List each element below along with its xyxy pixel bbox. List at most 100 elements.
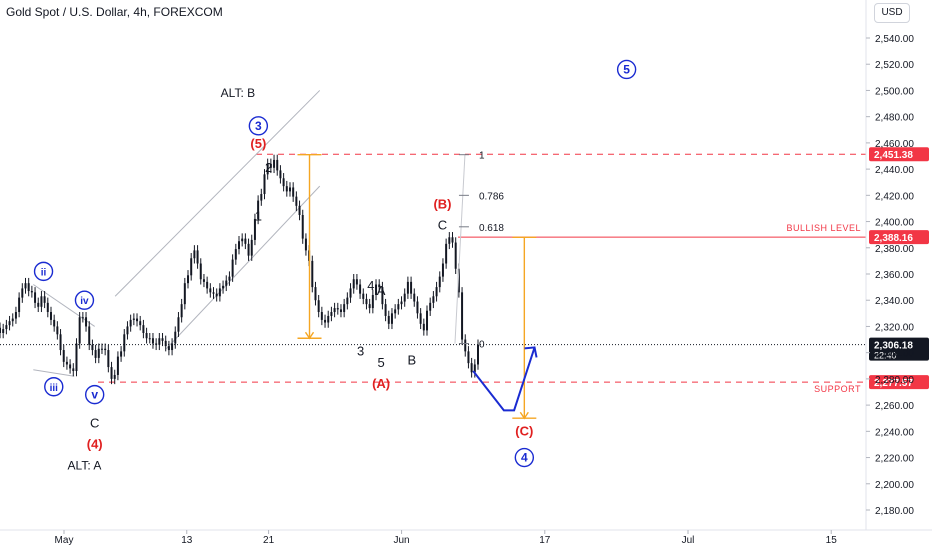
candle-body — [269, 163, 272, 168]
candle-body — [190, 258, 193, 276]
candle-body — [441, 263, 444, 277]
candle-body — [21, 288, 24, 298]
candle-body — [260, 194, 263, 201]
candle-body — [292, 187, 295, 197]
candle-body — [422, 323, 425, 331]
candle-body — [311, 260, 314, 288]
candle-body — [174, 331, 177, 344]
y-tick-label: 2,260.00 — [875, 401, 914, 412]
candle-body — [381, 287, 384, 305]
candle-body — [263, 174, 266, 195]
candle-body — [314, 287, 317, 301]
candle-body — [145, 333, 148, 339]
candle-body — [375, 284, 378, 295]
candle-body — [273, 159, 276, 168]
candle-body — [282, 178, 285, 187]
candle-body — [206, 281, 209, 289]
candle-body — [155, 343, 158, 345]
candle-body — [59, 334, 62, 351]
currency-button[interactable]: USD — [874, 3, 910, 23]
candle-body — [65, 361, 68, 365]
candle-body — [288, 187, 291, 192]
y-tick-label: 2,360.00 — [875, 270, 914, 281]
candle-body — [470, 363, 473, 373]
candle-body — [336, 308, 339, 310]
candle-body — [454, 242, 457, 269]
candle-body — [451, 237, 454, 243]
candle-body — [301, 215, 304, 239]
candle-body — [161, 338, 164, 341]
projection-arrowhead — [304, 331, 315, 340]
candle-body — [410, 281, 413, 294]
x-tick-label: May — [55, 535, 74, 546]
y-tick-label: 2,220.00 — [875, 454, 914, 465]
wave-label: (5) — [250, 136, 266, 151]
price-level-name: BULLISH LEVEL — [786, 223, 861, 233]
candle-body — [244, 238, 247, 244]
wave-label: ALT: B — [221, 86, 255, 100]
candle-body — [467, 351, 470, 364]
fib-level-label: 0.618 — [479, 223, 504, 234]
candle-body — [120, 351, 123, 357]
candle-body — [5, 325, 8, 330]
wave-label: iii — [50, 383, 59, 394]
candle-body — [75, 343, 78, 372]
candle-body — [158, 338, 161, 345]
current-price-value: 2,306.18 — [874, 341, 913, 352]
y-tick-label: 2,500.00 — [875, 86, 914, 97]
candle-body — [394, 309, 397, 314]
candle-body — [448, 237, 451, 244]
candle-body — [164, 340, 167, 347]
price-level-name: SUPPORT — [814, 384, 861, 394]
candle-body — [349, 288, 352, 298]
wave-label: ALT: A — [68, 458, 102, 472]
candle-body — [403, 293, 406, 302]
candle-body — [177, 317, 180, 332]
candle-body — [266, 163, 269, 175]
y-tick-label: 2,380.00 — [875, 244, 914, 255]
candle-body — [238, 241, 240, 250]
candle-body — [132, 318, 135, 320]
candle-body — [100, 348, 103, 350]
candle-body — [298, 205, 301, 215]
candle-body — [365, 298, 368, 305]
candle-body — [0, 327, 1, 333]
candle-body — [359, 284, 362, 294]
candle-body — [34, 292, 37, 303]
candle-body — [129, 319, 132, 327]
candle-body — [91, 344, 94, 351]
wave-label: 3 — [255, 119, 262, 133]
channel-line — [33, 369, 75, 377]
x-tick-label: Jun — [394, 535, 410, 546]
candle-body — [355, 279, 358, 285]
channel-line — [33, 284, 95, 327]
candle-body — [352, 279, 355, 289]
candle-body — [126, 326, 129, 335]
fib-trend-line — [454, 154, 466, 344]
wave-label: C — [438, 217, 447, 232]
candle-body — [362, 293, 365, 299]
candle-body — [62, 350, 65, 362]
candle-body — [72, 368, 75, 372]
candle-body — [317, 300, 320, 313]
fib-levels: 1 0.786 0.618 0 — [454, 151, 504, 350]
candle-body — [416, 301, 419, 314]
candle-body — [247, 243, 250, 256]
candle-body — [142, 325, 145, 333]
y-tick-label: 2,420.00 — [875, 191, 914, 202]
y-tick-label: 2,520.00 — [875, 60, 914, 71]
candle-body — [167, 346, 170, 351]
y-tick-label: 2,180.00 — [875, 506, 914, 517]
candle-body — [400, 301, 403, 305]
wave-label: v — [91, 388, 98, 402]
y-tick-label: 2,460.00 — [875, 139, 914, 150]
wave-label-circle — [33, 261, 54, 282]
x-tick-label: Jul — [682, 535, 695, 546]
candle-body — [27, 283, 30, 292]
candle-body — [218, 288, 221, 297]
candle-body — [473, 364, 476, 373]
candle-body — [110, 367, 113, 379]
candle-body — [445, 243, 448, 264]
